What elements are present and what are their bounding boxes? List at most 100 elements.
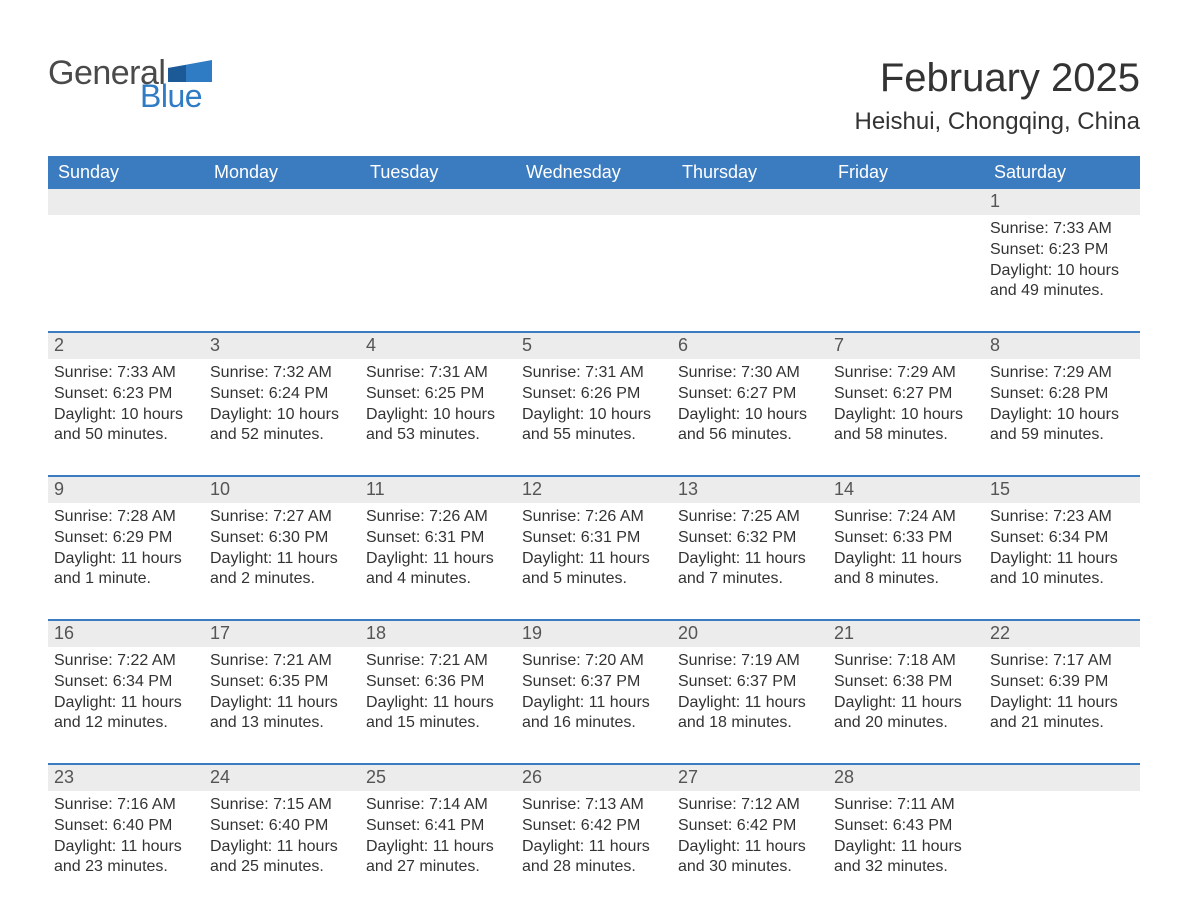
week-2: 2345678Sunrise: 7:33 AMSunset: 6:23 PMDa… [48,331,1140,451]
day-6-details: Sunrise: 7:30 AMSunset: 6:27 PMDaylight:… [672,359,828,451]
detail-line: Sunrise: 7:16 AM [54,795,198,816]
detail-line: and 28 minutes. [522,857,666,878]
detail-line: Sunrise: 7:17 AM [990,651,1134,672]
detail-line: Sunset: 6:32 PM [678,528,822,549]
detail-line: and 21 minutes. [990,713,1134,734]
day-25-details: Sunrise: 7:14 AMSunset: 6:41 PMDaylight:… [360,791,516,883]
dow-saturday: Saturday [984,156,1140,189]
day-empty-details [828,215,984,307]
day-26-details: Sunrise: 7:13 AMSunset: 6:42 PMDaylight:… [516,791,672,883]
daynum-row: 16171819202122 [48,619,1140,647]
detail-line: Sunrise: 7:13 AM [522,795,666,816]
detail-line: Daylight: 10 hours [366,405,510,426]
day-26: 26 [516,765,672,791]
detail-line: Sunrise: 7:19 AM [678,651,822,672]
detail-line: Daylight: 10 hours [834,405,978,426]
detail-line: and 12 minutes. [54,713,198,734]
detail-line: Daylight: 10 hours [990,261,1134,282]
daynum-row: 9101112131415 [48,475,1140,503]
day-5: 5 [516,333,672,359]
detail-line: Sunrise: 7:29 AM [834,363,978,384]
detail-line: Sunset: 6:31 PM [366,528,510,549]
detail-line: Sunset: 6:28 PM [990,384,1134,405]
day-empty-details [360,215,516,307]
detail-line: and 15 minutes. [366,713,510,734]
detail-line: Daylight: 11 hours [54,693,198,714]
location-subtitle: Heishui, Chongqing, China [854,108,1140,136]
calendar: SundayMondayTuesdayWednesdayThursdayFrid… [48,156,1140,883]
week-5: 232425262728 Sunrise: 7:16 AM Sunset: 6:40… [48,763,1140,883]
detail-line: and 56 minutes. [678,425,822,446]
detail-line: Daylight: 11 hours [210,693,354,714]
day-7: 7 [828,333,984,359]
detail-line: Sunrise: 7:21 AM [210,651,354,672]
detail-line: and 13 minutes. [210,713,354,734]
detail-line: Sunset: 6:27 PM [678,384,822,405]
day-2: 2 [48,333,204,359]
detail-line: Sunset: 6:40 PM [210,816,354,837]
detail-line: Sunset: 6:24 PM [210,384,354,405]
details-row: Sunrise: 7:16 AM Sunset: 6:40 PM Daylight:… [48,791,1140,883]
detail-line: Daylight: 11 hours [54,549,198,570]
day-4: 4 [360,333,516,359]
day-8: 8 [984,333,1140,359]
detail-line: Daylight: 11 hours [210,549,354,570]
daynum-row: 232425262728 [48,763,1140,791]
detail-line: and 59 minutes. [990,425,1134,446]
detail-line: Daylight: 11 hours [522,549,666,570]
day-5-details: Sunrise: 7:31 AMSunset: 6:26 PMDaylight:… [516,359,672,451]
detail-line: Sunset: 6:31 PM [522,528,666,549]
detail-line: and 8 minutes. [834,569,978,590]
day-22-details: Sunrise: 7:17 AMSunset: 6:39 PMDaylight:… [984,647,1140,739]
detail-line: Sunset: 6:26 PM [522,384,666,405]
detail-line: Sunset: 6:41 PM [366,816,510,837]
detail-line: Sunset: 6:35 PM [210,672,354,693]
detail-line: Sunrise: 7:14 AM [366,795,510,816]
day-24: 24 [204,765,360,791]
day-7-details: Sunrise: 7:29 AMSunset: 6:27 PMDaylight:… [828,359,984,451]
detail-line: Sunrise: 7:31 AM [522,363,666,384]
day-11-details: Sunrise: 7:26 AMSunset: 6:31 PMDaylight:… [360,503,516,595]
day-14-details: Sunrise: 7:24 AMSunset: 6:33 PMDaylight:… [828,503,984,595]
detail-line: Sunrise: 7:21 AM [366,651,510,672]
day-19-details: Sunrise: 7:20 AMSunset: 6:37 PMDaylight:… [516,647,672,739]
detail-line: Daylight: 10 hours [522,405,666,426]
detail-line: Daylight: 11 hours [54,837,198,858]
detail-line: and 16 minutes. [522,713,666,734]
dow-wednesday: Wednesday [516,156,672,189]
day-24-details: Sunrise: 7:15 AMSunset: 6:40 PMDaylight:… [204,791,360,883]
detail-line: Daylight: 11 hours [834,837,978,858]
day-empty-details [672,215,828,307]
detail-line: Daylight: 11 hours [366,549,510,570]
detail-line: Sunrise: 7:11 AM [834,795,978,816]
day-empty [516,189,672,215]
details-row: Sunrise: 7:33 AMSunset: 6:23 PMDaylight:… [48,359,1140,451]
day-28: 28 [828,765,984,791]
detail-line: Daylight: 11 hours [678,693,822,714]
day-16: 16 [48,621,204,647]
detail-line: Sunrise: 7:27 AM [210,507,354,528]
days-of-week-header: SundayMondayTuesdayWednesdayThursdayFrid… [48,156,1140,189]
detail-line: and 10 minutes. [990,569,1134,590]
detail-line: Daylight: 11 hours [522,693,666,714]
detail-line: Sunrise: 7:25 AM [678,507,822,528]
detail-line: Sunrise: 7:20 AM [522,651,666,672]
logo-text-secondary: Blue [140,80,212,112]
detail-line: Sunset: 6:25 PM [366,384,510,405]
day-10: 10 [204,477,360,503]
day-empty [360,189,516,215]
day-17-details: Sunrise: 7:21 AMSunset: 6:35 PMDaylight:… [204,647,360,739]
month-title: February 2025 [854,56,1140,100]
detail-line: Sunset: 6:34 PM [990,528,1134,549]
daynum-row: 1 [48,189,1140,215]
detail-line: Sunrise: 7:33 AM [990,219,1134,240]
day-empty-details [204,215,360,307]
day-1: 1 [984,189,1140,215]
detail-line: and 4 minutes. [366,569,510,590]
detail-line: Sunset: 6:36 PM [366,672,510,693]
detail-line: and 27 minutes. [366,857,510,878]
detail-line: Sunset: 6:23 PM [990,240,1134,261]
day-14: 14 [828,477,984,503]
day-2-details: Sunrise: 7:33 AMSunset: 6:23 PMDaylight:… [48,359,204,451]
day-15-details: Sunrise: 7:23 AMSunset: 6:34 PMDaylight:… [984,503,1140,595]
